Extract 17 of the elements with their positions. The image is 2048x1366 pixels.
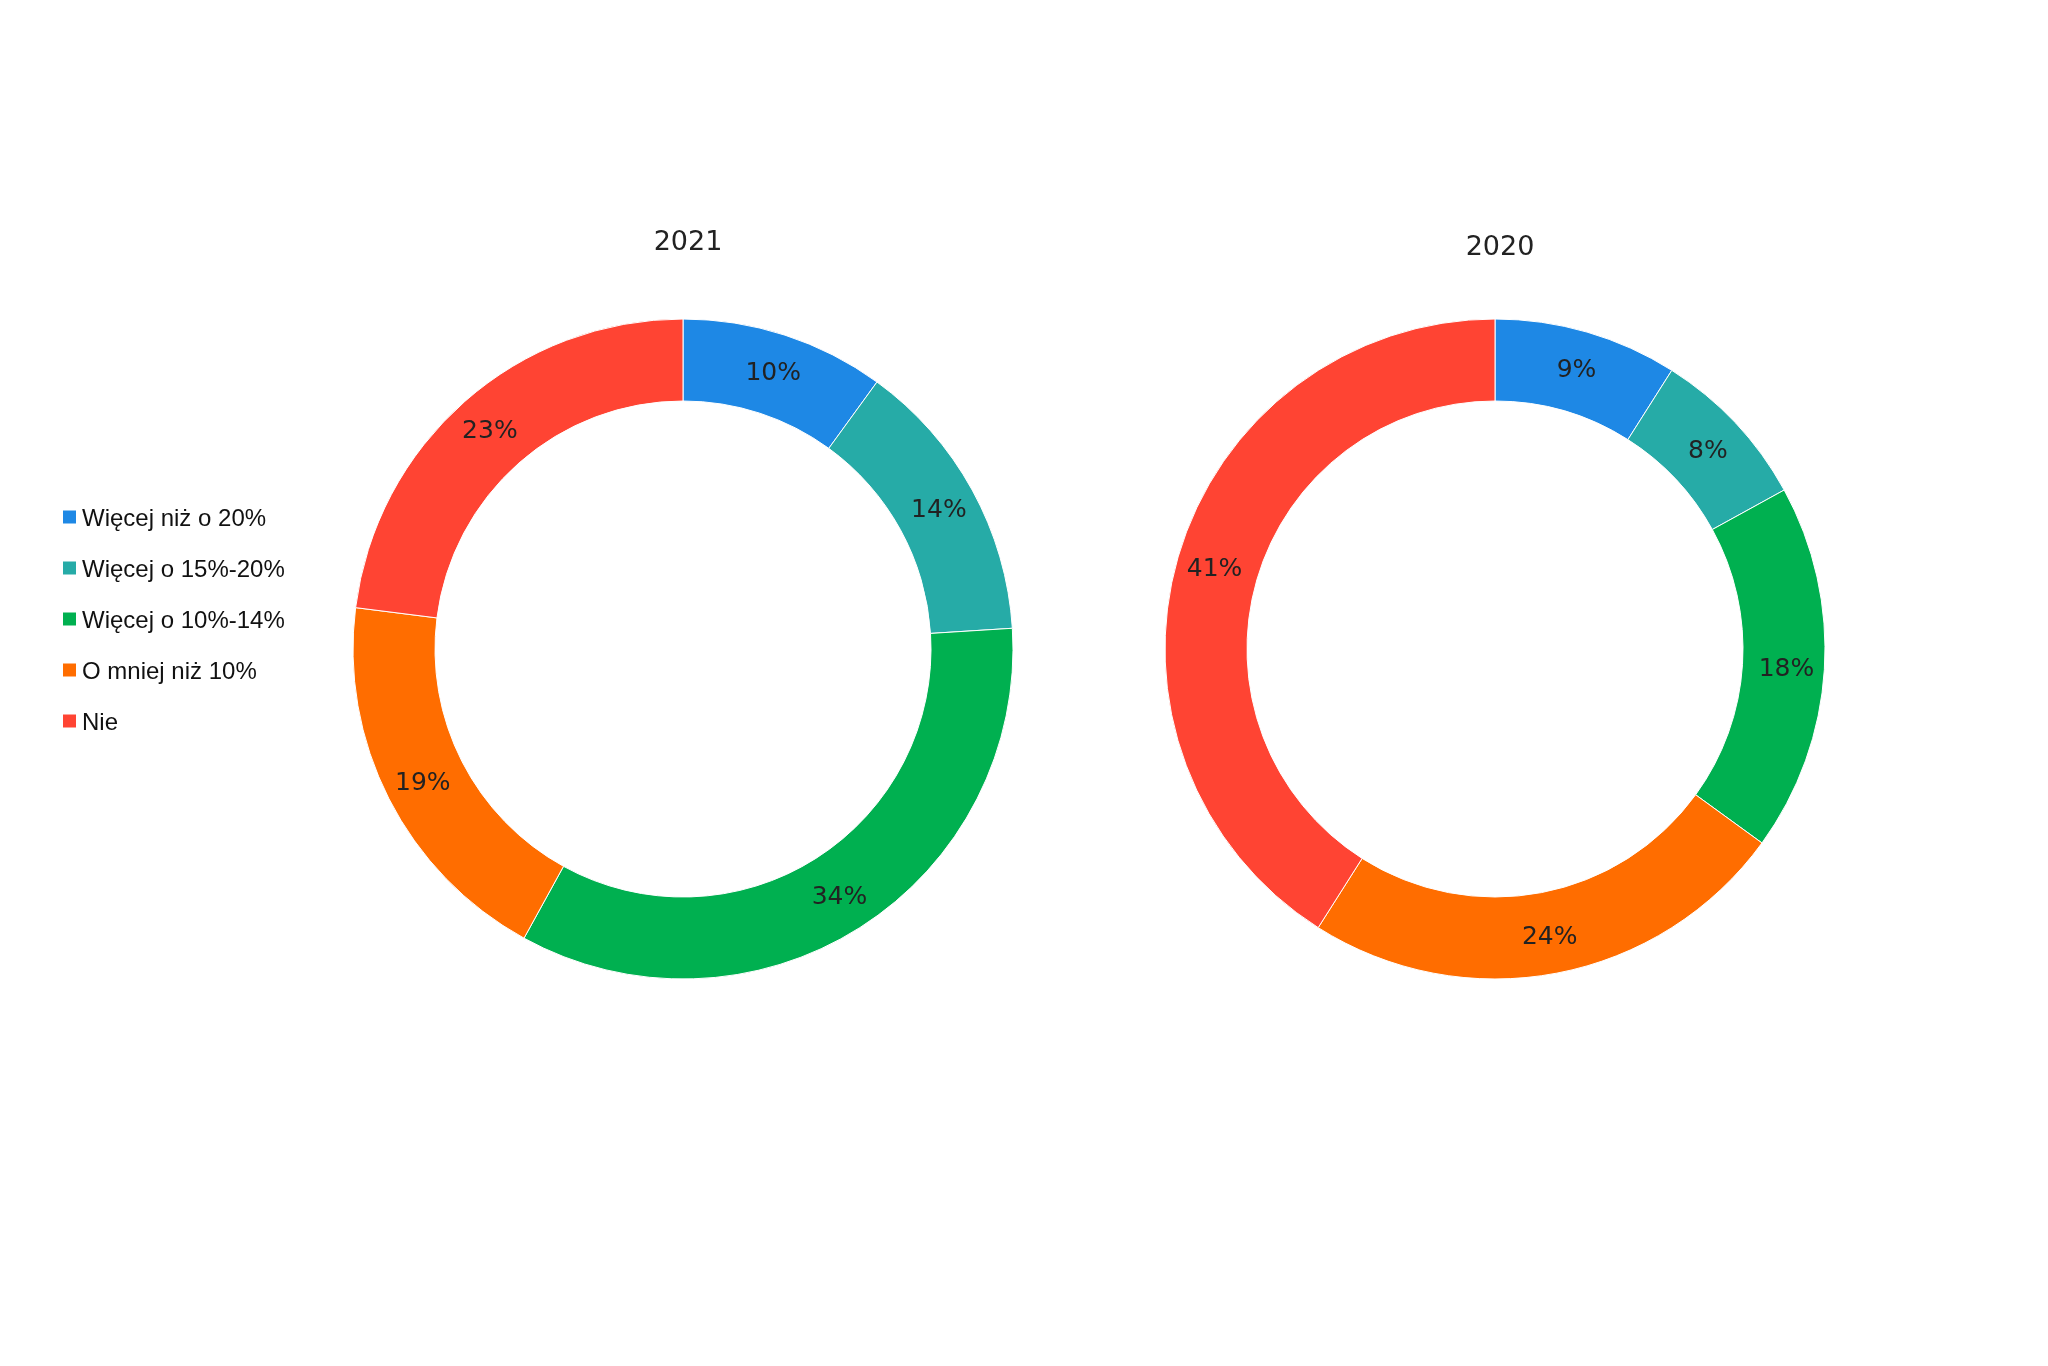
data-label: 8% [1688, 434, 1728, 464]
legend-label: Więcej o 10%-14% [82, 605, 285, 633]
data-label: 34% [811, 881, 868, 911]
data-label: 9% [1556, 354, 1597, 384]
data-label: 24% [1521, 921, 1578, 951]
data-label: 23% [462, 415, 518, 445]
data-label: 18% [1758, 652, 1815, 682]
legend-label: Więcej o 15%-20% [82, 554, 285, 582]
data-label: 19% [395, 767, 451, 797]
legend-label: O mniej niż 10% [82, 656, 257, 684]
legend-label: Więcej niż o 20% [82, 503, 267, 531]
data-label: 10% [745, 356, 802, 386]
slice-label: 2021 [653, 225, 723, 256]
data-label: 41% [1186, 553, 1243, 583]
slice-label: 2020 [1465, 230, 1535, 261]
data-label: 14% [911, 493, 967, 523]
legend-label: Nie [82, 707, 119, 735]
